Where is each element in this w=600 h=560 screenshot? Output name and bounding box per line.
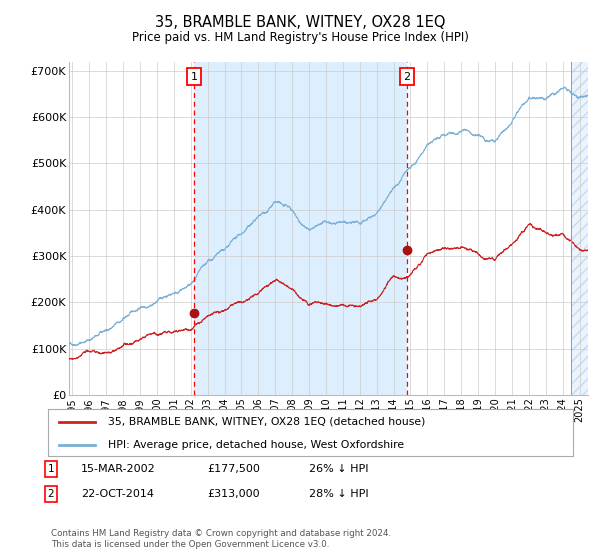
Bar [194, 62, 407, 395]
Text: £177,500: £177,500 [207, 464, 260, 474]
Text: 1: 1 [47, 464, 55, 474]
Text: 1: 1 [191, 72, 197, 82]
Text: 22-OCT-2014: 22-OCT-2014 [81, 489, 154, 499]
Text: Price paid vs. HM Land Registry's House Price Index (HPI): Price paid vs. HM Land Registry's House … [131, 31, 469, 44]
Text: 35, BRAMBLE BANK, WITNEY, OX28 1EQ (detached house): 35, BRAMBLE BANK, WITNEY, OX28 1EQ (deta… [109, 417, 426, 427]
Text: £313,000: £313,000 [207, 489, 260, 499]
Text: 2: 2 [47, 489, 55, 499]
Text: 15-MAR-2002: 15-MAR-2002 [81, 464, 156, 474]
Text: 35, BRAMBLE BANK, WITNEY, OX28 1EQ: 35, BRAMBLE BANK, WITNEY, OX28 1EQ [155, 15, 445, 30]
Text: Contains HM Land Registry data © Crown copyright and database right 2024.
This d: Contains HM Land Registry data © Crown c… [51, 529, 391, 549]
Text: 2: 2 [404, 72, 410, 82]
Text: 28% ↓ HPI: 28% ↓ HPI [309, 489, 368, 499]
Text: HPI: Average price, detached house, West Oxfordshire: HPI: Average price, detached house, West… [109, 440, 404, 450]
Bar [571, 62, 600, 395]
Text: 26% ↓ HPI: 26% ↓ HPI [309, 464, 368, 474]
